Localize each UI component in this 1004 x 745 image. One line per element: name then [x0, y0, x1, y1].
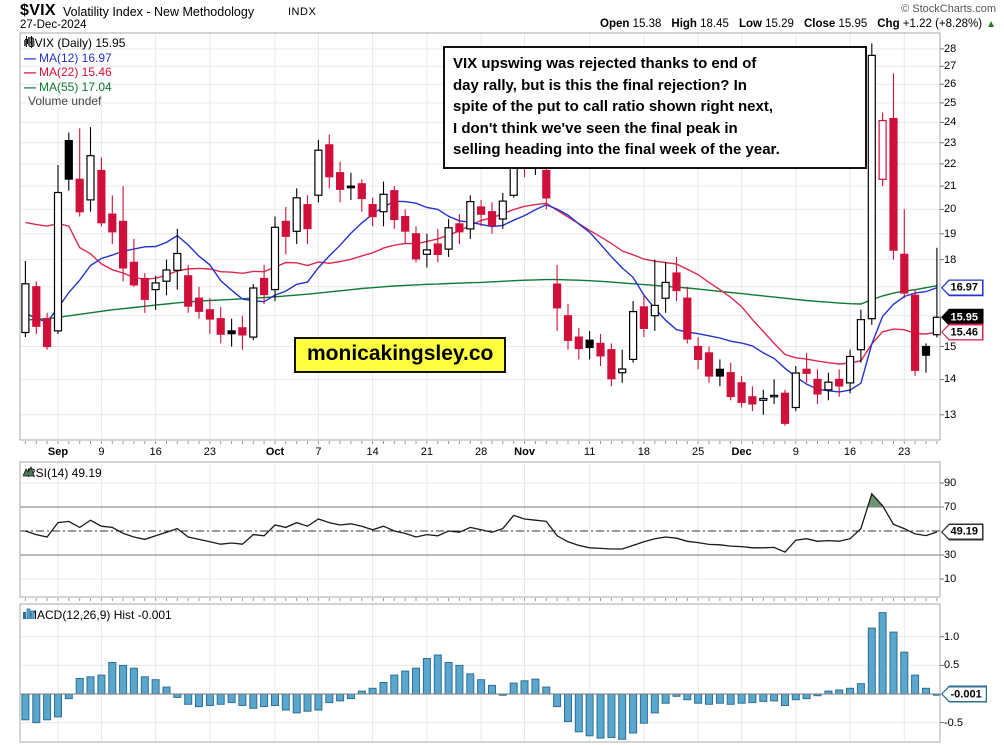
legend-ma55: MA(55) 17.04 [39, 79, 112, 94]
ma-price-label-blue: 16.97 [941, 279, 984, 297]
date-axis-label: 9 [98, 446, 105, 458]
price-axis-label: 15 [944, 340, 957, 353]
ma-price-label-red: 15.46 [941, 323, 984, 341]
rsi-axis-label: 30 [944, 549, 957, 561]
date-axis-label: 28 [475, 446, 488, 458]
price-axis-label: 22 [944, 157, 957, 170]
price-axis-label: 25 [944, 96, 957, 109]
price-axis-label: 18 [944, 253, 957, 266]
legend-ma12: MA(12) 16.97 [39, 50, 112, 65]
exchange-label: INDX [288, 6, 317, 18]
date-axis-label: 16 [149, 446, 162, 458]
date-axis-label: 21 [420, 446, 434, 458]
date-axis-label: 14 [366, 446, 379, 458]
macd-axis-label: -0.5 [944, 716, 963, 729]
quote-value: 15.95 [835, 18, 868, 30]
ma22-swatch: — [24, 65, 36, 80]
date-axis-label: Sep [47, 446, 69, 458]
date-axis-label: 7 [315, 446, 322, 458]
legend-volume: Volume undef [28, 94, 102, 109]
ohlc-quote-row: Open 15.38 High 18.45 Low 15.29 Close 15.95… [590, 18, 996, 30]
date-axis-label: Nov [514, 446, 535, 458]
main-legend: $VIX (Daily) 15.95 — MA(12) 16.97 — MA(22)… [24, 36, 125, 109]
last-price-label: 15.95 [941, 308, 984, 326]
rsi-label-row: RSI(14) 49.19 [23, 466, 102, 480]
watermark: monicakingsley.co [294, 337, 507, 373]
quote-label: Open [600, 18, 630, 30]
quote-value: 15.29 [761, 18, 794, 30]
legend-ma22: MA(22) 15.46 [39, 65, 112, 80]
macd-label: MACD(12,26,9) Hist -0.001 [27, 608, 172, 622]
quote-value: +1.22 (+8.28%) [899, 18, 983, 30]
page-title: Volatility Index - New Methodology [63, 5, 255, 19]
rsi-axis-label: 70 [944, 501, 957, 513]
rsi-axis-label: 90 [944, 477, 957, 489]
price-axis-label: 21 [944, 180, 957, 193]
annotation-box: VIX upswing was rejected thanks to end o… [443, 46, 867, 169]
date-axis-label: 25 [692, 446, 705, 458]
price-axis-label: 13 [944, 408, 957, 421]
rsi-value-label: 49.19 [941, 523, 984, 541]
quote-label: Low [738, 18, 762, 30]
price-axis-label: 27 [944, 60, 957, 73]
ma12-swatch: — [24, 50, 36, 65]
quote-value: 15.38 [629, 18, 662, 30]
macd-value-label: -0.001 [941, 685, 988, 703]
date-axis-label: 11 [583, 446, 596, 458]
price-axis-label: 19 [944, 227, 957, 240]
legend-series: $VIX (Daily) 15.95 [28, 36, 126, 50]
price-axis-label: 24 [944, 116, 957, 129]
price-axis-label: 26 [944, 78, 957, 91]
rsi-axis-label: 10 [944, 573, 957, 585]
quote-label: Close [803, 18, 836, 30]
chart-date: 27-Dec-2024 [20, 19, 87, 31]
macd-label-row: MACD(12,26,9) Hist -0.001 [23, 608, 172, 622]
date-axis-label: 16 [843, 446, 857, 458]
date-axis-label: Dec [731, 446, 752, 458]
symbol: $VIX [20, 2, 56, 19]
quote-value: 18.45 [696, 18, 729, 30]
quote-label: High [671, 18, 697, 30]
rsi-label: RSI(14) 49.19 [27, 466, 102, 480]
price-axis-label: 28 [944, 42, 957, 55]
change-up-icon: ▲ [986, 19, 996, 30]
macd-axis-label: 0.5 [944, 659, 960, 672]
copyright: © StockCharts.com [901, 3, 996, 15]
price-axis-label: 20 [944, 203, 957, 216]
price-axis-label: 14 [944, 373, 957, 386]
date-axis-label: 23 [203, 446, 217, 458]
date-axis-label: Oct [265, 446, 285, 458]
ma55-swatch: — [24, 79, 36, 94]
quote-label: Chg [877, 18, 900, 30]
price-axis-label: 23 [944, 136, 957, 149]
date-axis-label: 9 [792, 446, 799, 458]
date-axis-label: 18 [637, 446, 651, 458]
date-axis-label: 23 [898, 446, 911, 458]
macd-axis-label: 1.0 [944, 630, 960, 643]
